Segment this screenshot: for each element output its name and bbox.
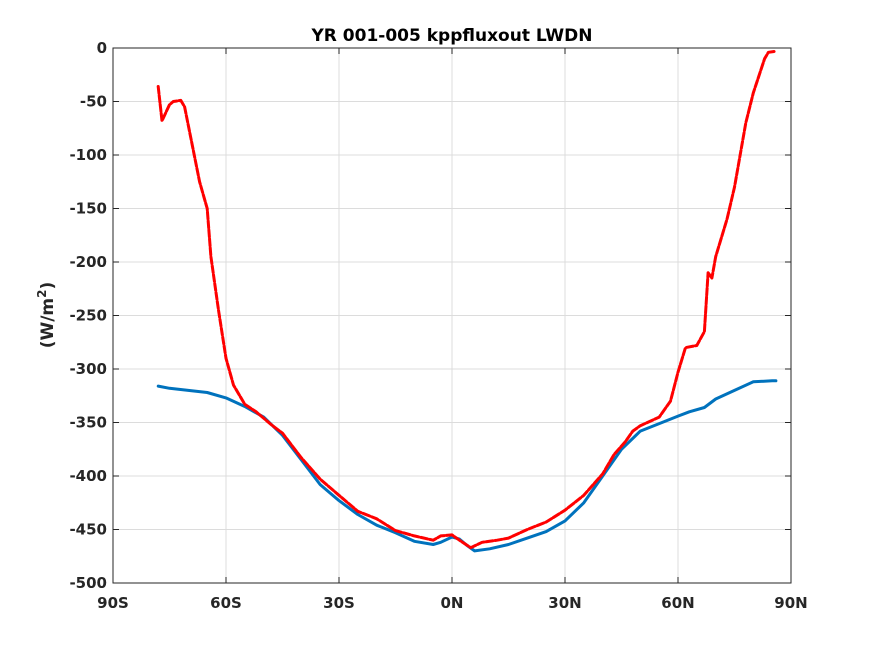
y-tick-label: -100 xyxy=(69,146,107,164)
tick-marks xyxy=(112,47,792,584)
x-tick-label: 0N xyxy=(441,594,464,612)
y-tick-label: -450 xyxy=(69,521,107,539)
series-lines xyxy=(156,49,778,553)
x-tick-label: 30S xyxy=(323,594,355,612)
x-tick-label: 90N xyxy=(774,594,807,612)
y-axis-label-suffix: ) xyxy=(38,282,58,290)
y-tick-label: -200 xyxy=(69,253,107,271)
y-tick-label: -250 xyxy=(69,307,107,325)
y-axis-label-main: (W/m xyxy=(38,298,58,348)
y-axis-label-superscript: 2 xyxy=(35,289,49,297)
x-tick-label: 30N xyxy=(548,594,581,612)
series-line-1 xyxy=(156,49,778,550)
x-tick-label: 60N xyxy=(661,594,694,612)
y-tick-label: 0 xyxy=(97,39,107,57)
y-axis-label: (W/m2) xyxy=(35,282,58,349)
x-tick-labels: 90S 60S 30S 0N 30N 60N 90N xyxy=(97,594,808,612)
x-tick-label: 90S xyxy=(97,594,129,612)
y-tick-label: -300 xyxy=(69,360,107,378)
x-tick-label: 60S xyxy=(210,594,242,612)
y-tick-label: -500 xyxy=(69,574,107,592)
y-tick-label: -150 xyxy=(69,200,107,218)
y-tick-label: -350 xyxy=(69,414,107,432)
y-tick-labels: 0 -50 -100 -150 -200 -250 -300 -350 -400 -450 -500 xyxy=(69,39,107,592)
y-tick-label: -400 xyxy=(69,467,107,485)
chart-title: YR 001-005 kppfluxout LWDN xyxy=(310,26,592,46)
y-tick-label: -50 xyxy=(80,93,107,111)
